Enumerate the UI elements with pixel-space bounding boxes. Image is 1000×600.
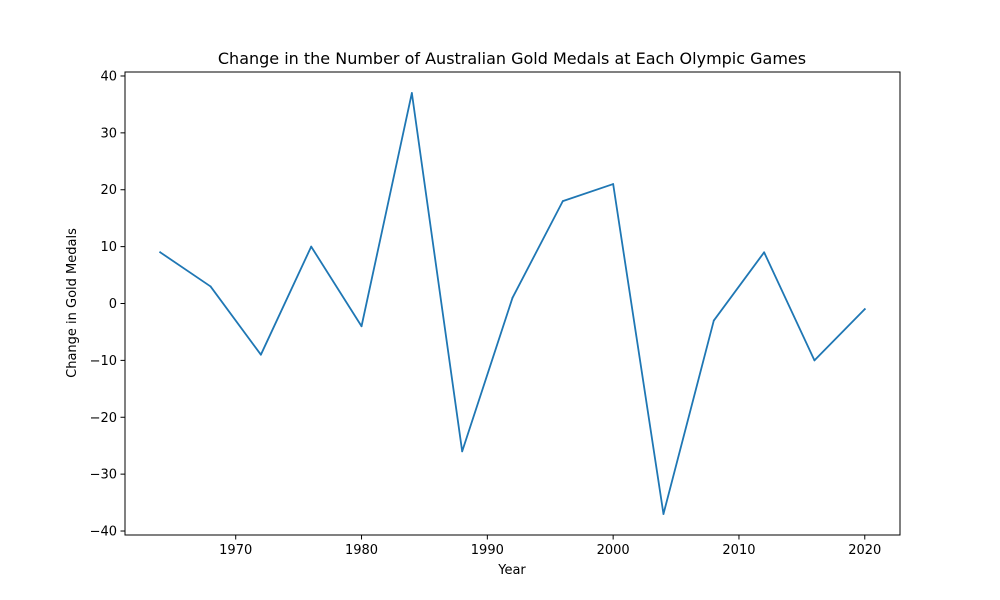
- data-point: [712, 319, 715, 322]
- data-point: [612, 183, 615, 185]
- y-tick-label: 30: [100, 126, 117, 141]
- x-tick-label: 2020: [848, 543, 881, 558]
- y-tick-label: −30: [90, 468, 117, 483]
- data-point: [511, 296, 514, 299]
- y-axis-ticks: −40 −30 −20 −10 0 10 20 30 40: [90, 69, 125, 540]
- x-tick-label: 2000: [597, 543, 630, 558]
- data-point: [310, 245, 313, 248]
- y-axis-label: Change in Gold Medals: [65, 228, 80, 378]
- y-tick-label: −20: [90, 411, 117, 426]
- data-point: [259, 353, 262, 356]
- x-tick-label: 1970: [219, 543, 252, 558]
- chart-title: Change in the Number of Australian Gold …: [218, 49, 806, 68]
- y-tick-label: 20: [100, 183, 117, 198]
- data-point: [209, 285, 212, 288]
- series-line: [158, 92, 867, 515]
- x-tick-label: 1990: [471, 543, 504, 558]
- y-tick-label: 0: [109, 297, 117, 312]
- x-tick-label: 1980: [345, 543, 378, 558]
- y-tick-label: −40: [90, 525, 117, 540]
- data-point: [360, 325, 363, 328]
- x-tick-label: 2010: [722, 543, 755, 558]
- x-axis-label: Year: [497, 563, 526, 578]
- series-layer: [158, 92, 867, 515]
- data-point: [159, 251, 162, 254]
- data-point: [662, 513, 665, 515]
- data-point: [461, 450, 464, 453]
- data-point: [410, 92, 413, 94]
- plot-area-frame: [124, 71, 901, 536]
- data-point: [561, 200, 564, 203]
- y-tick-label: 10: [100, 240, 117, 255]
- data-point: [763, 251, 766, 254]
- x-axis-ticks: 1970 1980 1990 2000 2010 2020: [219, 535, 881, 558]
- data-point: [863, 308, 866, 311]
- data-point: [813, 359, 816, 362]
- y-tick-label: 40: [100, 69, 117, 84]
- y-tick-label: −10: [90, 354, 117, 369]
